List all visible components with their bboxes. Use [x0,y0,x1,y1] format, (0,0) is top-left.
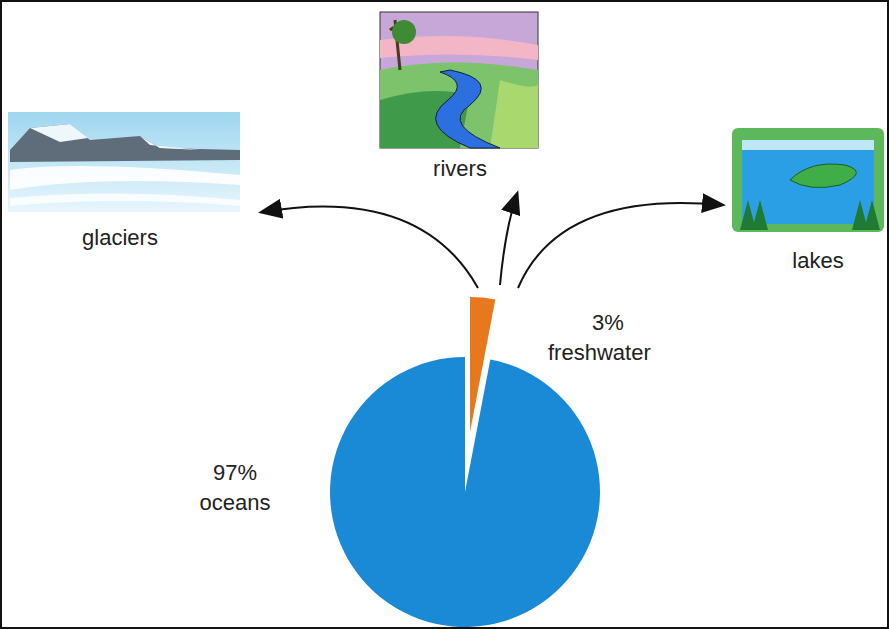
svg-text:97%: 97% [213,460,257,485]
svg-text:oceans: oceans [200,490,271,515]
svg-text:3%: 3% [592,310,624,335]
svg-text:glaciers: glaciers [82,225,158,250]
svg-text:freshwater: freshwater [548,340,651,365]
svg-text:rivers: rivers [433,156,487,181]
svg-text:lakes: lakes [792,248,843,273]
